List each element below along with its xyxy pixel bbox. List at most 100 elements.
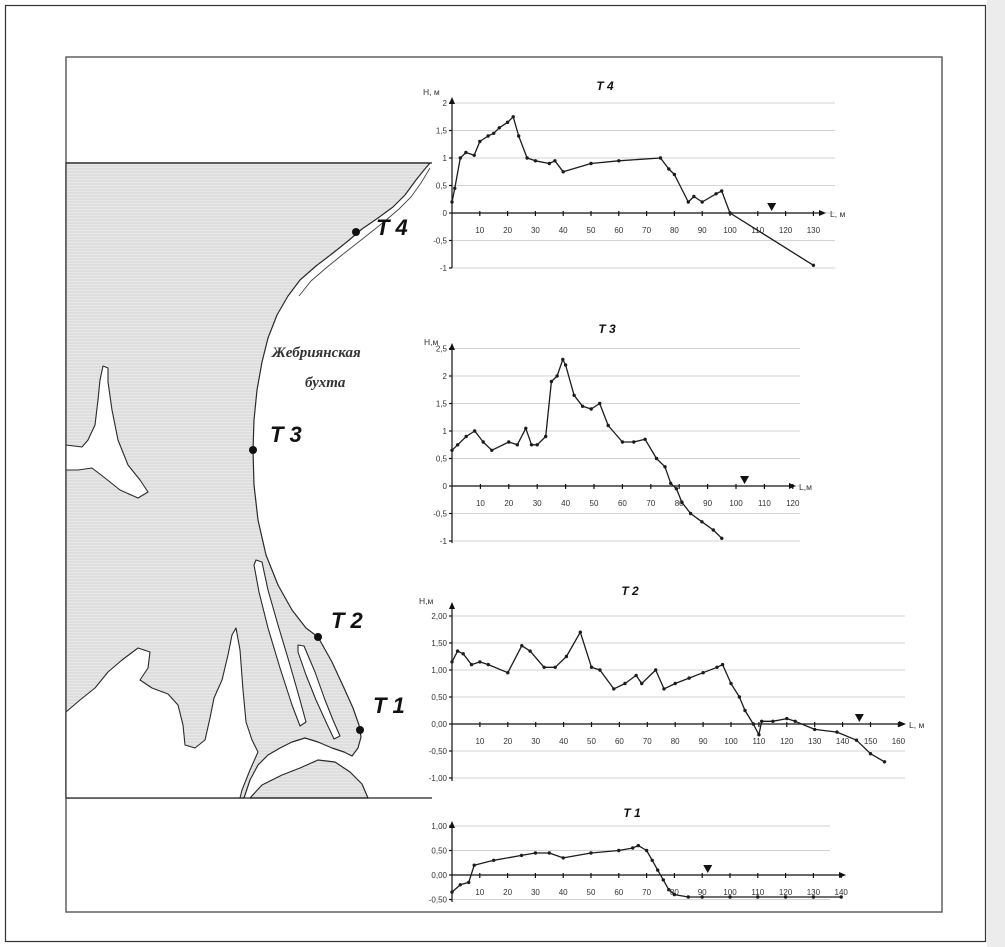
data-point (519, 853, 524, 858)
data-point (636, 843, 640, 848)
data-point (674, 487, 679, 491)
x-tick-label: 100 (723, 888, 737, 897)
data-point (578, 630, 582, 634)
data-point (680, 500, 684, 505)
data-point (528, 649, 532, 653)
data-point (714, 192, 718, 196)
x-tick-label: 70 (646, 499, 655, 508)
data-point (553, 665, 557, 669)
x-tick-label: 110 (753, 737, 766, 746)
series-line (451, 844, 842, 898)
scan-edge-strip (987, 0, 1005, 947)
data-point (553, 159, 557, 163)
data-point (623, 681, 627, 686)
data-point (720, 189, 724, 193)
data-point (589, 665, 594, 669)
data-point (515, 443, 519, 447)
x-tick-label: 80 (670, 226, 679, 235)
x-tick-label: 90 (698, 888, 707, 897)
x-tick-label: 130 (807, 226, 821, 235)
data-point (854, 738, 859, 742)
x-tick-label: 90 (698, 226, 707, 235)
profile-point-label-t3: T 3 (270, 422, 302, 447)
y-tick-label: 1,00 (431, 822, 447, 831)
data-point (669, 481, 673, 485)
data-point (686, 895, 690, 899)
data-point (517, 134, 521, 138)
data-point (458, 883, 462, 887)
y-tick-label: 1,00 (431, 666, 447, 675)
x-tick-label: 120 (779, 888, 793, 897)
y-axis-arrow (449, 97, 455, 104)
data-point (533, 159, 538, 163)
x-tick-label: 140 (836, 737, 850, 746)
data-point (455, 649, 460, 653)
x-tick-label: 70 (642, 888, 651, 897)
y-tick-label: 1,5 (436, 400, 448, 409)
data-point (654, 456, 659, 461)
y-tick-label: 0,00 (431, 871, 447, 880)
x-tick-label: 20 (503, 226, 512, 235)
coastal-spit (298, 167, 431, 297)
lake (65, 365, 149, 499)
data-point (467, 880, 471, 885)
data-point (464, 434, 468, 439)
x-tick-label: 120 (780, 737, 794, 746)
lake (65, 627, 259, 799)
data-point (453, 186, 457, 190)
series-line (451, 631, 885, 763)
data-point (700, 895, 704, 899)
x-tick-label: 100 (729, 499, 743, 508)
x-tick-label: 20 (503, 888, 512, 897)
data-point (661, 878, 665, 882)
data-point (490, 448, 494, 452)
y-tick-label: 2 (443, 372, 448, 381)
data-point (511, 115, 515, 119)
data-point (650, 858, 654, 862)
y-tick-label: 0 (443, 482, 448, 491)
x-tick-label: 150 (864, 737, 878, 746)
x-tick-label: 120 (779, 226, 793, 235)
chart-title: T 1 (623, 806, 641, 820)
x-axis-arrow (819, 210, 826, 216)
x-tick-label: 50 (587, 888, 596, 897)
data-point (692, 194, 696, 199)
lagoon (297, 644, 341, 740)
y-axis-arrow (449, 821, 455, 828)
data-point (520, 644, 524, 648)
data-point (672, 172, 677, 177)
y-tick-label: -0,50 (429, 747, 448, 756)
y-tick-label: 2 (443, 99, 448, 108)
x-tick-label: 10 (475, 888, 484, 897)
x-tick-label: 70 (643, 737, 652, 746)
data-point (580, 404, 585, 408)
y-axis-label: H,м (424, 337, 439, 347)
data-point (644, 848, 649, 853)
data-point (715, 665, 719, 669)
data-point (720, 662, 725, 667)
data-point (688, 511, 693, 516)
x-tick-label: 130 (807, 888, 821, 897)
data-point (617, 159, 621, 163)
lagoon (253, 559, 307, 727)
x-tick-label: 140 (835, 888, 849, 897)
x-tick-label: 30 (531, 737, 540, 746)
data-point (589, 161, 593, 166)
x-tick-label: 60 (615, 737, 624, 746)
data-point (612, 687, 616, 691)
x-axis-arrow (899, 721, 906, 727)
data-point (756, 895, 760, 899)
data-point (672, 892, 677, 897)
x-tick-label: 50 (587, 226, 596, 235)
profile-chart-t2: T 2 H,м L, м 2,00 1,50 1,00 0,50 0,00 -0,50 -1… (419, 584, 924, 783)
data-point (472, 863, 476, 867)
profile-chart-t1: T 1 1,00 0,50 0,00 -0,50 10 20 30 40 50 60 70 80 90 1… (429, 806, 849, 905)
data-point (711, 528, 715, 532)
data-point (643, 437, 647, 441)
y-tick-label: 0,5 (436, 455, 448, 464)
data-point (728, 895, 732, 899)
data-point (589, 407, 593, 411)
data-point (561, 170, 565, 174)
data-point (497, 126, 501, 130)
data-point (529, 443, 534, 447)
